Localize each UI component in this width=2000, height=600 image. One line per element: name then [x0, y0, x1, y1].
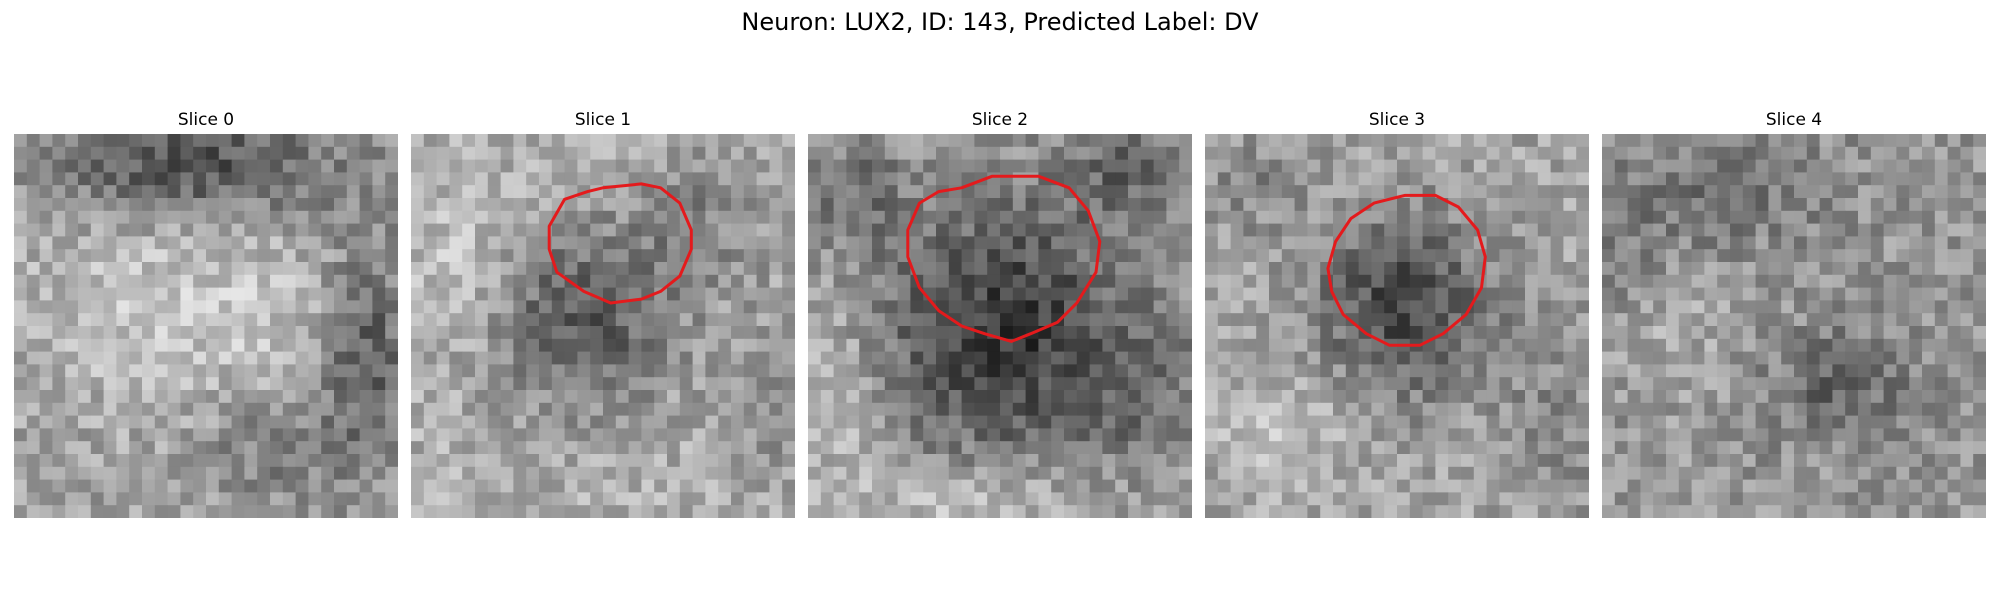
grayscale-image — [1205, 134, 1589, 518]
grayscale-image — [1602, 134, 1986, 518]
panel-title: Slice 4 — [1765, 110, 1823, 130]
panel-slice-3: Slice 3 — [1205, 108, 1589, 518]
panel-title: Slice 0 — [177, 110, 235, 130]
grayscale-image — [808, 134, 1192, 518]
segmentation-contour — [906, 174, 1102, 343]
panel-title: Slice 3 — [1368, 110, 1426, 130]
segmentation-contour — [1326, 193, 1487, 347]
segmentation-contour — [547, 182, 693, 305]
figure-title: Neuron: LUX2, ID: 143, Predicted Label: … — [741, 8, 1259, 36]
panel-slice-2: Slice 2 — [808, 108, 1192, 518]
panel-title: Slice 1 — [574, 110, 632, 130]
panel-slice-1: Slice 1 — [411, 108, 795, 518]
grayscale-image — [14, 134, 398, 518]
panel-slice-0: Slice 0 — [14, 108, 398, 518]
panel-title: Slice 2 — [971, 110, 1029, 130]
grayscale-image — [411, 134, 795, 518]
panel-slice-4: Slice 4 — [1602, 108, 1986, 518]
